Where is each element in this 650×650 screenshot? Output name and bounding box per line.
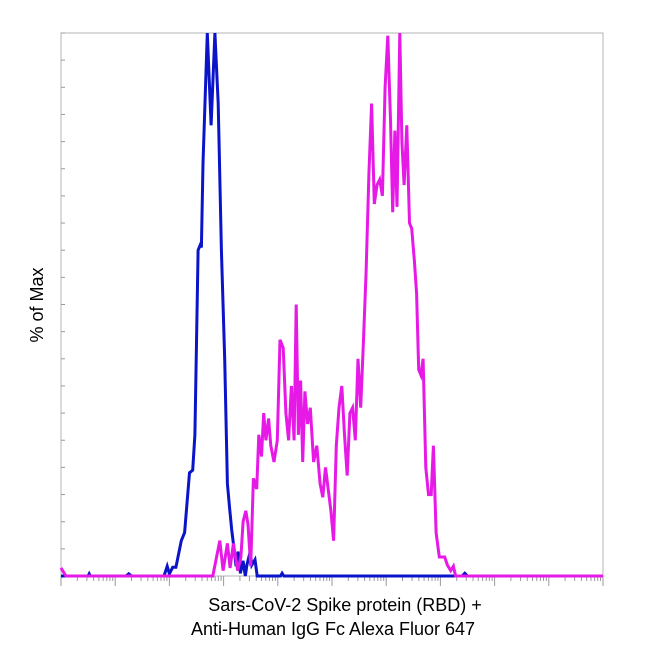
plot-frame bbox=[60, 32, 604, 577]
series-line-1 bbox=[61, 32, 603, 578]
y-axis-ticks bbox=[61, 32, 65, 577]
series-line-2 bbox=[59, 32, 603, 578]
x-axis-label-line-2: Anti-Human IgG Fc Alexa Fluor 647 bbox=[191, 619, 475, 639]
series-layer bbox=[59, 32, 603, 578]
y-axis-label: % of Max bbox=[27, 267, 47, 342]
plot-border bbox=[60, 32, 604, 577]
x-axis-label-line-1: Sars-CoV-2 Spike protein (RBD) + bbox=[208, 595, 482, 615]
